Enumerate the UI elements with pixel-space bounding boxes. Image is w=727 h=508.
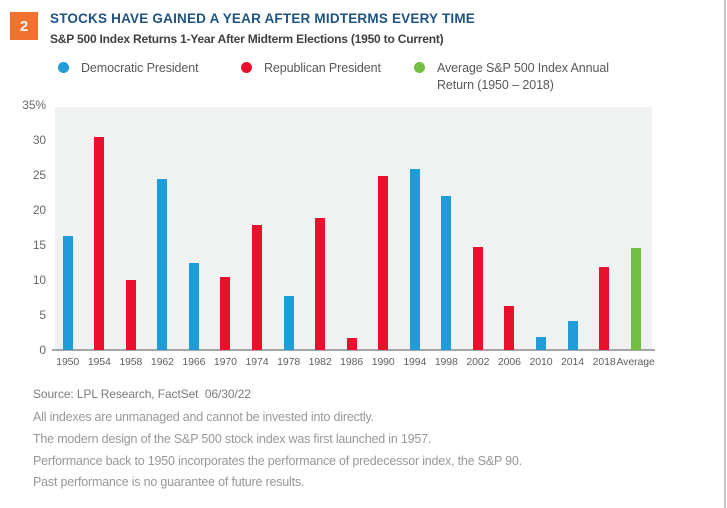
bar-1966 (188, 263, 199, 350)
x-axis-tick-label: 1958 (119, 356, 143, 368)
x-axis-tick-label: 1962 (150, 356, 174, 368)
x-axis-tick-label: 2006 (497, 356, 521, 368)
bar-1998 (441, 196, 452, 350)
bar-1950 (62, 236, 73, 350)
x-axis-tick-label: 1998 (434, 356, 458, 368)
chart-subtitle: S&P 500 Index Returns 1-Year After Midte… (50, 32, 444, 46)
bar-1982 (315, 218, 326, 350)
bar-1954 (94, 137, 105, 350)
chart-legend: Democratic President Republican President… (0, 60, 727, 100)
y-axis-tick-label: 10 (32, 273, 46, 287)
bar-1970 (220, 277, 231, 350)
legend-dot-average-return (414, 62, 425, 73)
legend-item-democratic-president: Democratic President (58, 60, 251, 77)
y-axis-tick-label: 25 (32, 168, 46, 182)
x-axis-tick-label: 2018 (592, 356, 616, 368)
x-axis-tick-label: 1990 (371, 356, 395, 368)
x-axis-tick-label: 1974 (245, 356, 269, 368)
x-axis-tick-label: 1994 (403, 356, 427, 368)
legend-label: Democratic President (81, 61, 199, 75)
legend-dot-democratic-president (58, 62, 69, 73)
source-note: Source: LPL Research, FactSet 06/30/22 (33, 387, 251, 401)
bar-1958 (125, 280, 136, 350)
bar-2006 (504, 306, 515, 350)
bar-1978 (283, 296, 294, 350)
x-axis-tick-label: 1978 (277, 356, 301, 368)
bar-2010 (536, 337, 546, 350)
chart-title: STOCKS HAVE GAINED A YEAR AFTER MIDTERMS… (50, 11, 475, 26)
window-right-edge (724, 0, 726, 508)
x-axis-tick-label: 2014 (561, 356, 584, 368)
bar-1990 (378, 176, 389, 350)
disclaimer-line: Performance back to 1950 incorporates th… (33, 453, 522, 468)
y-axis-tick-label: 20 (32, 203, 46, 217)
bar-2014 (567, 321, 578, 350)
x-axis-tick-label: 1954 (87, 356, 111, 368)
x-axis-tick-label: 1966 (182, 356, 206, 368)
plot-area-background (55, 107, 652, 350)
figure-number-badge: 2 (10, 12, 38, 40)
x-axis-tick-label: 1986 (340, 356, 364, 368)
y-axis-tick-label: 0 (39, 343, 46, 357)
legend-label: Republican President (264, 61, 381, 75)
disclaimer-line: All indexes are unmanaged and cannot be … (33, 410, 374, 424)
bar-chart: 0 5 10 15 20 25 30 35% 1950 1954 1958 1962 1966 1970 1… (0, 98, 727, 385)
disclaimer-line: The modern design of the S&P 500 stock i… (33, 431, 432, 446)
y-axis-tick-label: 5 (39, 308, 46, 322)
x-axis-tick-label: 2002 (466, 356, 490, 368)
bar-1962 (157, 179, 168, 350)
bar-average (630, 248, 641, 350)
legend-dot-republican-president (241, 62, 252, 73)
bar-2018 (599, 267, 610, 350)
legend-item-republican-president: Republican President (241, 60, 434, 77)
bar-1994 (409, 169, 420, 350)
x-axis-tick-label: 2010 (529, 356, 553, 368)
disclaimer-line: Past performance is no guarantee of futu… (33, 475, 305, 490)
x-axis-tick-label: 1950 (56, 356, 80, 368)
legend-item-average-return: Average S&P 500 Index Annual Return (195… (414, 60, 627, 94)
y-axis-tick-label: 30 (32, 133, 46, 147)
bar-1986 (346, 338, 357, 350)
y-axis-tick-label: 15 (32, 238, 46, 252)
y-axis-tick-label: 35% (22, 98, 46, 112)
bar-1974 (252, 225, 262, 350)
legend-label: Average S&P 500 Index Annual Return (195… (437, 61, 609, 92)
bar-2002 (472, 247, 483, 350)
x-axis-tick-label: Average (616, 356, 655, 368)
x-axis-tick-label: 1970 (213, 356, 237, 368)
x-axis-tick-label: 1982 (308, 356, 332, 368)
disclaimer-block: All indexes are unmanaged and cannot be … (33, 407, 522, 494)
